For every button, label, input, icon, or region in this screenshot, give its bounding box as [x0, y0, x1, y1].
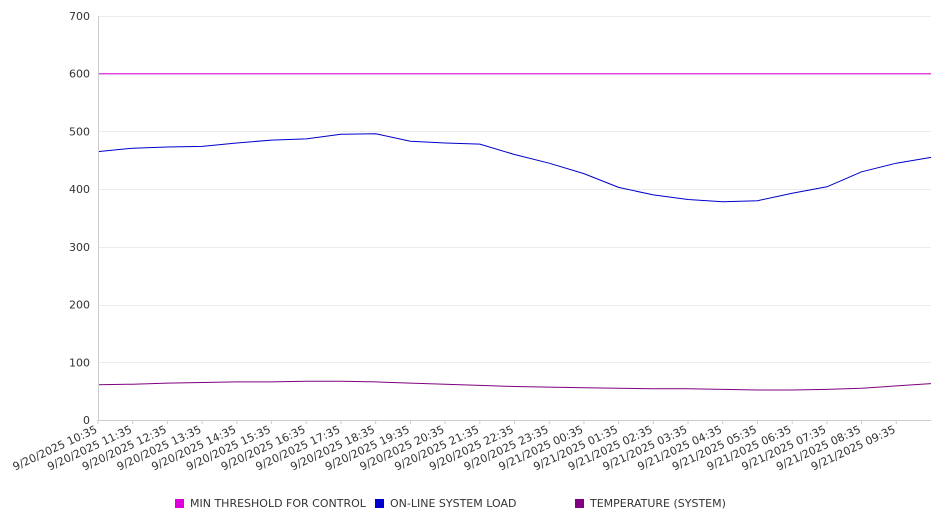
- gridlines: [98, 16, 931, 363]
- y-axis-ticks: 0 100 200 300 400 500 600 700: [69, 10, 90, 427]
- y-tick-label: 600: [69, 68, 90, 81]
- legend-item-min-threshold: MIN THRESHOLD FOR CONTROL: [175, 497, 366, 510]
- y-tick-label: 300: [69, 241, 90, 254]
- y-tick-label: 0: [83, 414, 90, 427]
- chart-legend: MIN THRESHOLD FOR CONTROL ON-LINE SYSTEM…: [0, 497, 946, 515]
- legend-item-system-load: ON-LINE SYSTEM LOAD: [375, 497, 516, 510]
- legend-label-min-threshold: MIN THRESHOLD FOR CONTROL: [190, 497, 366, 510]
- legend-swatch-min-threshold: [175, 499, 184, 508]
- legend-swatch-system-load: [375, 499, 384, 508]
- y-tick-label: 700: [69, 10, 90, 23]
- x-axis-ticks: 9/20/2025 10:359/20/2025 11:359/20/2025 …: [11, 420, 898, 473]
- legend-label-temperature: TEMPERATURE (SYSTEM): [590, 497, 726, 510]
- legend-label-system-load: ON-LINE SYSTEM LOAD: [390, 497, 517, 510]
- legend-swatch-temperature: [575, 499, 584, 508]
- series-lines: [97, 73, 932, 391]
- y-tick-label: 400: [69, 183, 90, 196]
- y-tick-label: 100: [69, 356, 90, 369]
- legend-item-temperature: TEMPERATURE (SYSTEM): [575, 497, 726, 510]
- series-line-on-line-system-load: [97, 133, 932, 203]
- series-line-temperature-system: [97, 380, 932, 391]
- y-tick-label: 500: [69, 125, 90, 138]
- y-tick-label: 200: [69, 299, 90, 312]
